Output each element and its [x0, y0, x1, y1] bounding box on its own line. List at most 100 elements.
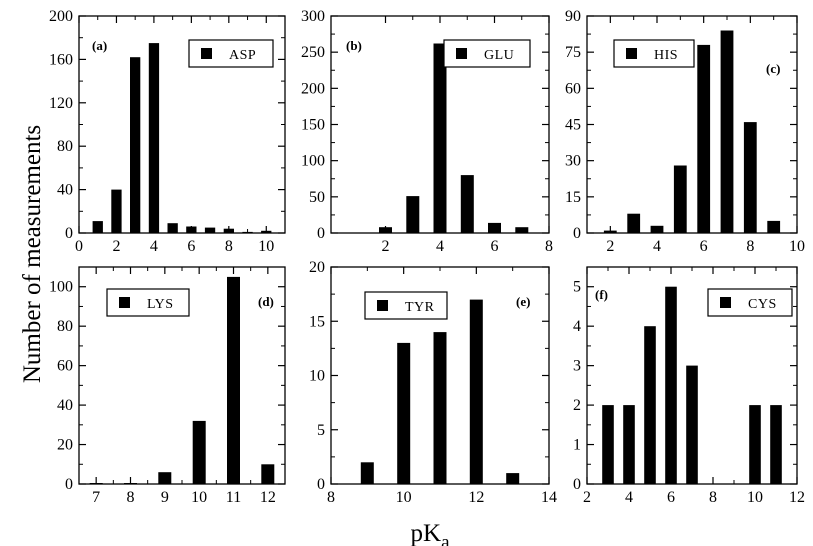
- y-tick-label: 5: [573, 279, 581, 296]
- bar-cys-6: [665, 286, 677, 484]
- bar-tyr-9: [360, 462, 374, 484]
- legend-label: ASP: [229, 48, 256, 63]
- bar-tyr-10: [397, 342, 411, 484]
- y-tick-label: 50: [309, 189, 325, 206]
- y-tick-label: 30: [565, 153, 581, 170]
- y-tick-label: 40: [57, 397, 73, 414]
- y-tick-label: 3: [573, 358, 581, 375]
- y-tick-label: 100: [49, 279, 73, 296]
- x-tick-label: 6: [667, 489, 675, 506]
- bar-lys-10: [192, 420, 206, 484]
- bar-his-7: [720, 30, 734, 233]
- bar-his-8: [743, 122, 757, 233]
- x-tick-label: 8: [545, 238, 553, 255]
- bar-tyr-13: [506, 473, 520, 484]
- y-tick-label: 80: [57, 138, 73, 155]
- x-tick-label: 11: [226, 489, 241, 506]
- x-tick-label: 2: [112, 238, 120, 255]
- legend-label: TYR: [405, 300, 435, 315]
- x-axis-label-base: pK: [411, 520, 442, 546]
- panel-tag: (c): [766, 61, 780, 76]
- y-tick-label: 150: [301, 117, 325, 134]
- x-tick-label: 12: [260, 489, 276, 506]
- bar-tyr-12: [469, 299, 483, 484]
- x-tick-label: 2: [583, 489, 591, 506]
- y-tick-label: 200: [49, 8, 73, 25]
- y-tick-label: 100: [301, 153, 325, 170]
- legend: GLU: [443, 39, 531, 68]
- x-tick-label: 6: [491, 238, 499, 255]
- y-tick-label: 15: [309, 313, 325, 330]
- bar-cys-11: [770, 405, 782, 484]
- x-axis-label-subscript: a: [441, 532, 450, 546]
- x-tick-label: 14: [541, 489, 557, 506]
- y-tick-label: 1: [573, 437, 581, 454]
- bar-cys-10: [749, 405, 761, 484]
- y-tick-label: 200: [301, 80, 325, 97]
- x-tick-label: 8: [746, 238, 754, 255]
- y-tick-label: 60: [565, 80, 581, 97]
- x-tick-label: 4: [436, 238, 444, 255]
- bar-tyr-11: [433, 332, 447, 484]
- x-tick-label: 12: [468, 489, 484, 506]
- y-tick-label: 4: [573, 318, 581, 335]
- legend-label: GLU: [484, 48, 514, 63]
- x-tick-label: 10: [789, 238, 805, 255]
- y-tick-label: 0: [317, 476, 325, 493]
- y-tick-label: 5: [317, 422, 325, 439]
- y-tick-label: 0: [65, 225, 73, 242]
- legend: CYS: [707, 288, 793, 317]
- x-tick-label: 10: [747, 489, 763, 506]
- y-tick-label: 10: [309, 368, 325, 385]
- bar-glu-3: [406, 196, 420, 233]
- bar-lys-12: [261, 464, 275, 484]
- bar-his-5: [673, 165, 687, 233]
- legend-label: CYS: [748, 297, 777, 312]
- x-tick-label: 4: [653, 238, 661, 255]
- bar-asp-1: [92, 221, 103, 233]
- legend-swatch: [119, 297, 130, 308]
- panel-lys: 7 8 9 10 11 12 0 20 40 60 80 100 LYS (d): [49, 266, 286, 506]
- bar-his-3: [627, 213, 641, 233]
- x-tick-label: 10: [191, 489, 207, 506]
- y-tick-label: 120: [49, 95, 73, 112]
- legend-swatch: [377, 300, 388, 311]
- y-tick-label: 90: [565, 8, 581, 25]
- legend: LYS: [106, 288, 190, 317]
- x-tick-label: 12: [789, 489, 805, 506]
- panel-his: 2 4 6 8 10 0 15 30 45 60 75 90 HIS (c): [565, 8, 805, 255]
- legend-swatch: [720, 297, 731, 308]
- legend: ASP: [188, 39, 274, 68]
- y-tick-label: 75: [565, 44, 581, 61]
- y-tick-label: 0: [573, 476, 581, 493]
- bar-asp-4: [148, 43, 160, 233]
- panel-tag: (d): [258, 294, 274, 309]
- bar-glu-5: [460, 175, 474, 233]
- bar-his-9: [767, 220, 781, 233]
- panel-tag: (e): [516, 294, 530, 309]
- bar-asp-3: [130, 57, 141, 234]
- x-tick-label: 8: [709, 489, 717, 506]
- panel-asp: 0 2 4 6 8 10 0 40 80 120 160 200 ASP (a): [49, 8, 286, 255]
- x-tick-label: 6: [187, 238, 195, 255]
- y-tick-label: 20: [57, 437, 73, 454]
- bar-his-6: [697, 44, 711, 234]
- x-tick-label: 8: [127, 489, 135, 506]
- legend-label: LYS: [147, 297, 174, 312]
- y-tick-label: 0: [317, 225, 325, 242]
- panel-tag: (b): [346, 38, 362, 53]
- bar-asp-5: [167, 223, 178, 233]
- x-tick-label: 6: [700, 238, 708, 255]
- y-tick-label: 60: [57, 358, 73, 375]
- y-tick-label: 250: [301, 44, 325, 61]
- legend-label: HIS: [654, 48, 678, 63]
- y-tick-label: 20: [309, 259, 325, 276]
- legend: HIS: [613, 39, 695, 68]
- y-tick-label: 0: [573, 225, 581, 242]
- panel-glu: 2 4 6 8 0 50 100 150 200 250 300 GLU (b): [301, 8, 553, 255]
- y-tick-label: 80: [57, 318, 73, 335]
- y-tick-label: 45: [565, 117, 581, 134]
